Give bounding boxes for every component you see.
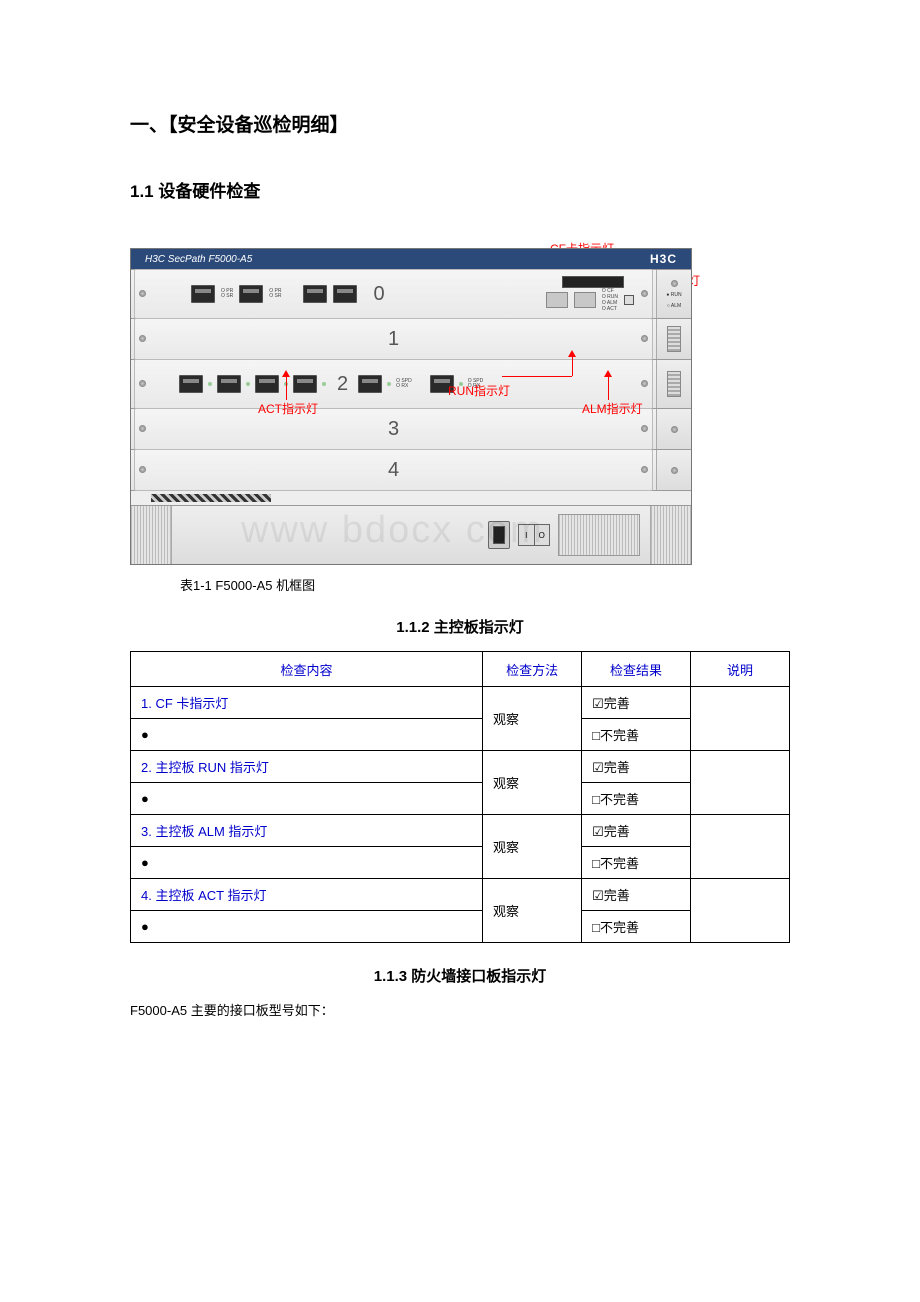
- cell-result: □不完善: [582, 911, 691, 943]
- right-rail: ● RUN ○ ALM: [656, 270, 691, 318]
- right-rail: [656, 450, 691, 490]
- cell-bullet: ●: [131, 911, 483, 943]
- rail-label: ○ ALM: [667, 304, 681, 309]
- switch-icon: [624, 295, 634, 305]
- cell-result: □不完善: [582, 783, 691, 815]
- sfp-icon: [574, 292, 596, 308]
- port-icon: [303, 285, 327, 303]
- label-act-bottom: ACT指示灯: [258, 400, 318, 417]
- port-icon: [255, 375, 279, 393]
- cell-method: 观察: [483, 751, 582, 815]
- handle-icon: [667, 371, 681, 397]
- status-leds: O CFO RUNO ALMO ACT: [602, 288, 618, 312]
- cell-content: 1. CF 卡指示灯: [131, 687, 483, 719]
- th-desc: 说明: [690, 652, 789, 687]
- cell-result: □不完善: [582, 719, 691, 751]
- cell-method: 观察: [483, 687, 582, 751]
- cell-result: ☑完善: [582, 879, 691, 911]
- port-icon: [358, 375, 382, 393]
- vent-icon: [131, 506, 172, 564]
- slot-number: 3: [388, 418, 399, 441]
- slot-number: 0: [373, 283, 384, 306]
- label-run-bottom: RUN指示灯: [448, 382, 510, 399]
- right-rail: [656, 319, 691, 359]
- port-icon: [217, 375, 241, 393]
- table-row: 2. 主控板 RUN 指示灯 观察 ☑完善: [131, 751, 790, 783]
- heading-2: 1.1 设备硬件检查: [130, 177, 790, 202]
- table-header-row: 检查内容 检查方法 检查结果 说明: [131, 652, 790, 687]
- heading-1: 一、【安全设备巡检明细】: [130, 110, 790, 137]
- cell-desc: [690, 815, 789, 879]
- heading-3b: 1.1.3 防火墙接口板指示灯: [130, 965, 790, 986]
- cf-slot-icon: [562, 276, 624, 288]
- table-row: 1. CF 卡指示灯 观察 ☑完善: [131, 687, 790, 719]
- body-text: F5000-A5 主要的接口板型号如下：: [130, 1000, 790, 1019]
- th-result: 检查结果: [582, 652, 691, 687]
- port-icon: [239, 285, 263, 303]
- power-switch-icon: I O: [518, 524, 550, 546]
- cell-bullet: ●: [131, 847, 483, 879]
- cell-result: ☑完善: [582, 687, 691, 719]
- cell-result: ☑完善: [582, 815, 691, 847]
- vent-icon: [650, 506, 691, 564]
- right-rail: [656, 360, 691, 408]
- th-method: 检查方法: [483, 652, 582, 687]
- cell-desc: [690, 687, 789, 751]
- rail-label: ● RUN: [666, 293, 681, 298]
- cell-result: □不完善: [582, 847, 691, 879]
- titlebar-model: H3C SecPath F5000-A5: [145, 254, 252, 265]
- tiny-label: O PRO SR: [221, 289, 233, 299]
- figure-caption: 表1-1 F5000-A5 机框图: [180, 575, 790, 594]
- sfp-icon: [546, 292, 568, 308]
- iec-inlet-icon: [488, 521, 510, 549]
- hazard-stripe-icon: [151, 494, 271, 502]
- right-rail: [656, 409, 691, 449]
- cell-desc: [690, 879, 789, 943]
- psu-row: I O: [131, 505, 691, 564]
- page: 一、【安全设备巡检明细】 1.1 设备硬件检查 CF卡指示灯 RUN指示灯 AC…: [0, 0, 920, 1099]
- handle-icon: [667, 326, 681, 352]
- cell-bullet: ●: [131, 719, 483, 751]
- cell-bullet: ●: [131, 783, 483, 815]
- tiny-label: O SPDO RX: [396, 379, 412, 389]
- tiny-label: O PRO SR: [269, 289, 281, 299]
- heading-3a: 1.1.2 主控板指示灯: [130, 616, 790, 637]
- th-content: 检查内容: [131, 652, 483, 687]
- slot-4: 4: [131, 449, 691, 490]
- chassis-diagram: CF卡指示灯 RUN指示灯 ACT指示灯 H3C SecPath F5000-A…: [130, 248, 790, 565]
- cell-content: 3. 主控板 ALM 指示灯: [131, 815, 483, 847]
- cell-content: 4. 主控板 ACT 指示灯: [131, 879, 483, 911]
- cell-content: 2. 主控板 RUN 指示灯: [131, 751, 483, 783]
- slot-number: 2: [337, 373, 348, 396]
- cell-method: 观察: [483, 879, 582, 943]
- cell-desc: [690, 751, 789, 815]
- vent-icon: [558, 514, 640, 556]
- label-alm-bottom: ALM指示灯: [582, 400, 643, 417]
- port-icon: [293, 375, 317, 393]
- port-icon: [333, 285, 357, 303]
- slot-1: 1: [131, 318, 691, 359]
- warning-strip: [131, 490, 691, 505]
- table-row: 3. 主控板 ALM 指示灯 观察 ☑完善: [131, 815, 790, 847]
- slot-number: 4: [388, 459, 399, 482]
- port-icon: [191, 285, 215, 303]
- cell-method: 观察: [483, 815, 582, 879]
- check-table: 检查内容 检查方法 检查结果 说明 1. CF 卡指示灯 观察 ☑完善 ● □不…: [130, 651, 790, 943]
- slot-0: O PRO SR O PRO SR 0 O CFO RUN: [131, 269, 691, 318]
- titlebar-brand: H3C: [650, 252, 677, 266]
- cell-result: ☑完善: [582, 751, 691, 783]
- chassis-titlebar: H3C SecPath F5000-A5 H3C: [131, 249, 691, 269]
- slot-number: 1: [388, 328, 399, 351]
- port-icon: [179, 375, 203, 393]
- table-row: 4. 主控板 ACT 指示灯 观察 ☑完善: [131, 879, 790, 911]
